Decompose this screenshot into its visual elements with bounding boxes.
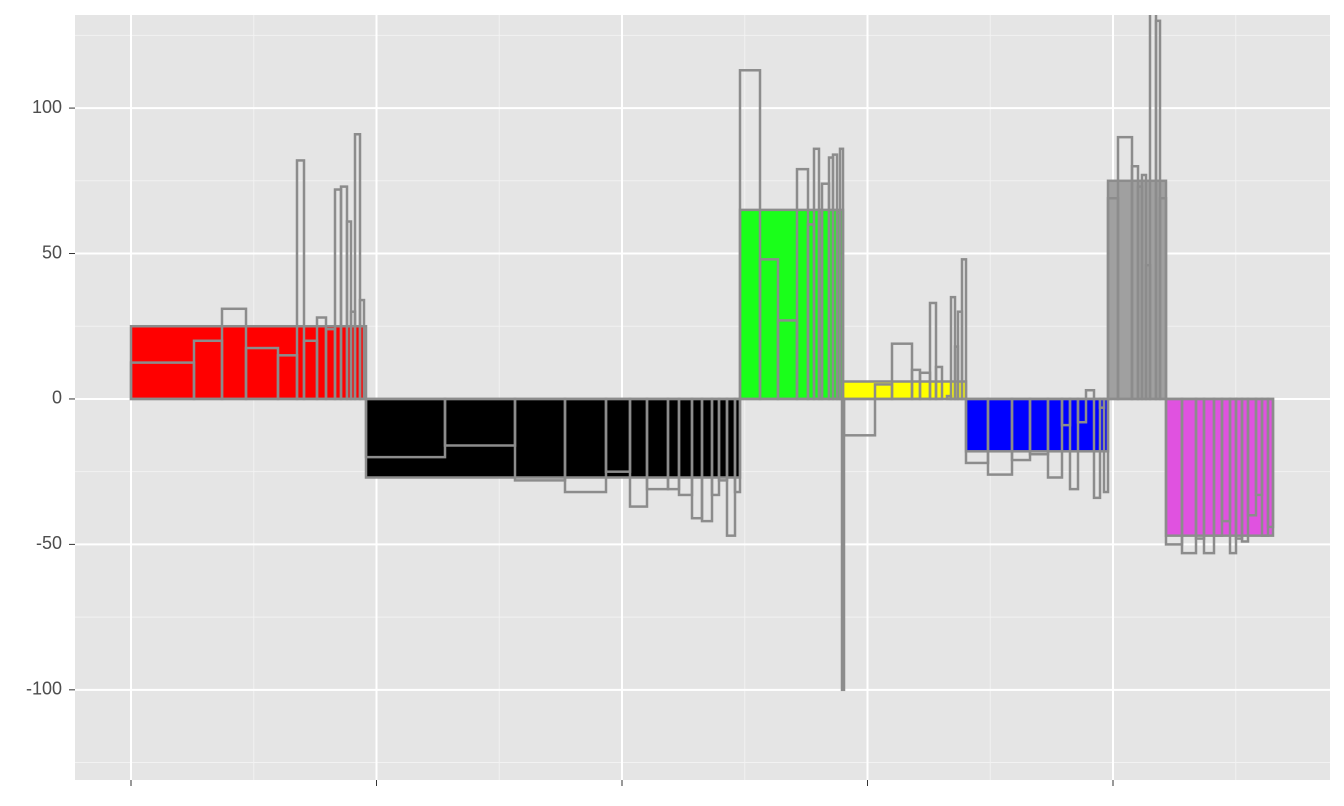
sub-bar — [1084, 388, 1096, 401]
sub-bar — [1068, 397, 1080, 491]
sub-bar — [1076, 397, 1088, 424]
sub-bar — [1102, 397, 1110, 494]
group-bar — [738, 208, 845, 401]
sub-bar — [1266, 397, 1275, 529]
y-tick-label: 50 — [42, 242, 62, 262]
sub-bar — [928, 301, 938, 401]
sub-bar — [840, 397, 846, 692]
y-tick-label: 0 — [52, 388, 62, 408]
sub-bar — [1046, 397, 1064, 479]
marks — [129, 15, 1275, 692]
sub-bar — [345, 220, 353, 401]
sub-bar — [295, 159, 306, 401]
group-bar — [364, 397, 742, 479]
sub-bar — [358, 298, 366, 401]
sub-bar — [353, 133, 362, 401]
sub-bar — [738, 69, 762, 401]
sub-bar — [934, 365, 944, 401]
y-tick-label: -50 — [36, 533, 62, 553]
y-axis: -100 -50 0 50 100 — [26, 97, 1114, 786]
y-tick-label: -100 — [26, 679, 62, 699]
sub-bar — [1158, 197, 1168, 401]
y-tick-label: 100 — [32, 97, 62, 117]
sub-bar — [960, 258, 968, 401]
sub-bar — [842, 397, 877, 437]
sub-bar — [1092, 397, 1102, 500]
group-bar — [964, 397, 1110, 453]
sub-bar — [733, 397, 742, 494]
